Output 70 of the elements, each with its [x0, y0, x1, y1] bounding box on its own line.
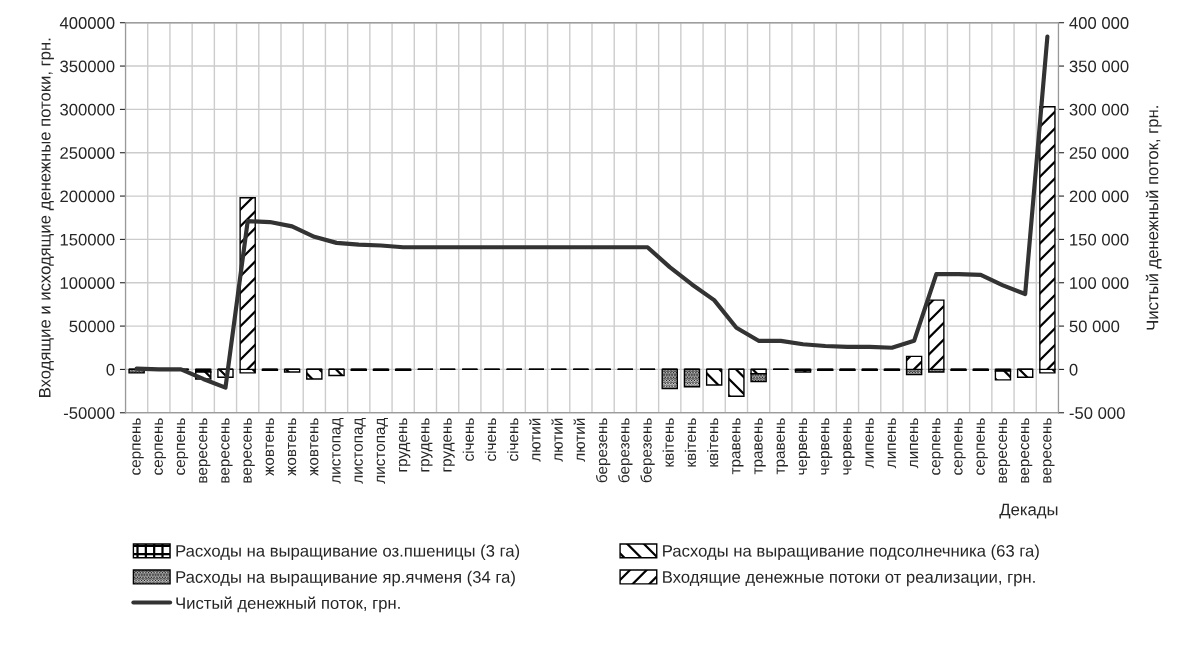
y2-tick-label: 50 000 [1069, 320, 1120, 333]
x-tick-label: вересень [1043, 418, 1055, 483]
y-tick-label: 250000 [60, 147, 115, 159]
x-tick-label: березень [640, 418, 655, 483]
y-tick-label: 50000 [69, 320, 115, 333]
x-tick-label: січень [507, 418, 519, 461]
x-tick-label: травень [754, 418, 766, 475]
x-tick-label: жовтень [287, 418, 297, 476]
y2-tick-label: 250 000 [1069, 147, 1129, 159]
y-tick-label: 0 [106, 363, 115, 376]
x-tick-label: серпень [154, 418, 166, 475]
y-tick-label: 350000 [60, 60, 115, 73]
x-tick-label: серпень [976, 418, 988, 475]
x-tick-label: серпень [932, 418, 944, 475]
x-tick-label: лютий [529, 418, 541, 462]
x-tick-label: лютий [551, 418, 563, 462]
x-tick-label: вересень [998, 418, 1011, 483]
x-tick-label: травень [776, 418, 788, 475]
y-tick-label: 100000 [60, 277, 115, 289]
x-tick-label: вересень [198, 418, 211, 483]
x-tick-label: квітень [707, 418, 719, 467]
legend-label: Расходы на выращивание подсолнечника (63 га) [663, 544, 1039, 561]
x-tick-label: березень [618, 418, 633, 483]
x-tick-label: червень [820, 418, 833, 475]
x-tick-label: лютий [573, 418, 585, 462]
legend-label: Чистый денежный поток, грн. [176, 596, 400, 613]
y2-tick-label: -50 000 [1069, 407, 1125, 419]
x-tick-label: травень [732, 418, 744, 475]
legend-label: Расходы на выращивание яр.ячменя (34 га) [176, 570, 515, 587]
x-tick-label: липень [909, 418, 919, 469]
y2-tick-label: 400 000 [1069, 17, 1129, 29]
y-tick-label: 150000 [60, 233, 115, 246]
y2-tick-label: 0 [1069, 363, 1078, 376]
x-tick-label: грудень [443, 418, 455, 472]
x-tick-label: січень [462, 418, 474, 461]
x-tick-label: червень [798, 418, 811, 475]
x-axis-title: Декады [999, 503, 1058, 519]
x-tick-label: листопад [376, 417, 388, 484]
y-tick-label: 200000 [60, 190, 115, 203]
x-tick-label: вересень [221, 418, 233, 483]
x-tick-label: жовтень [310, 418, 319, 476]
y-axis-title: Входящие и исходящие денежные потоки, грн. [39, 38, 54, 397]
x-tick-label: січень [484, 418, 497, 461]
legend-label: Расходы на выращивание оз.пшеницы (3 га) [176, 544, 520, 561]
y2-axis-title: Чистый денежный поток, грн. [1145, 106, 1162, 330]
y2-tick-label: 350 000 [1069, 60, 1129, 73]
y-tick-label: 400000 [59, 17, 115, 29]
x-tick-label: серпень [176, 418, 189, 475]
y2-tick-label: 100 000 [1070, 277, 1129, 289]
y2-tick-label: 150 000 [1070, 233, 1129, 246]
x-tick-label: листопад [354, 417, 366, 484]
x-tick-label: серпень [954, 418, 966, 475]
x-tick-label: жовтень [265, 418, 274, 476]
x-tick-label: липень [887, 418, 896, 469]
y-tick-label: 300000 [60, 103, 115, 116]
x-tick-label: червень [843, 418, 855, 475]
y2-tick-label: 200 000 [1069, 190, 1129, 203]
x-tick-label: вересень [243, 418, 255, 483]
legend-label: Входящие денежные потоки от реализации, грн. [663, 571, 1035, 587]
x-tick-label: серпень [132, 418, 144, 475]
x-tick-label: березень [595, 418, 611, 483]
x-tick-label: липень [865, 418, 874, 469]
x-tick-label: грудень [421, 418, 433, 472]
y-tick-label: -50000 [63, 407, 115, 419]
x-tick-label: квітень [684, 418, 697, 467]
x-tick-label: квітень [662, 418, 674, 467]
x-tick-label: грудень [398, 418, 411, 472]
x-tick-label: листопад [332, 417, 344, 484]
y2-tick-label: 300 000 [1069, 103, 1129, 116]
x-tick-label: вересень [1020, 418, 1033, 483]
